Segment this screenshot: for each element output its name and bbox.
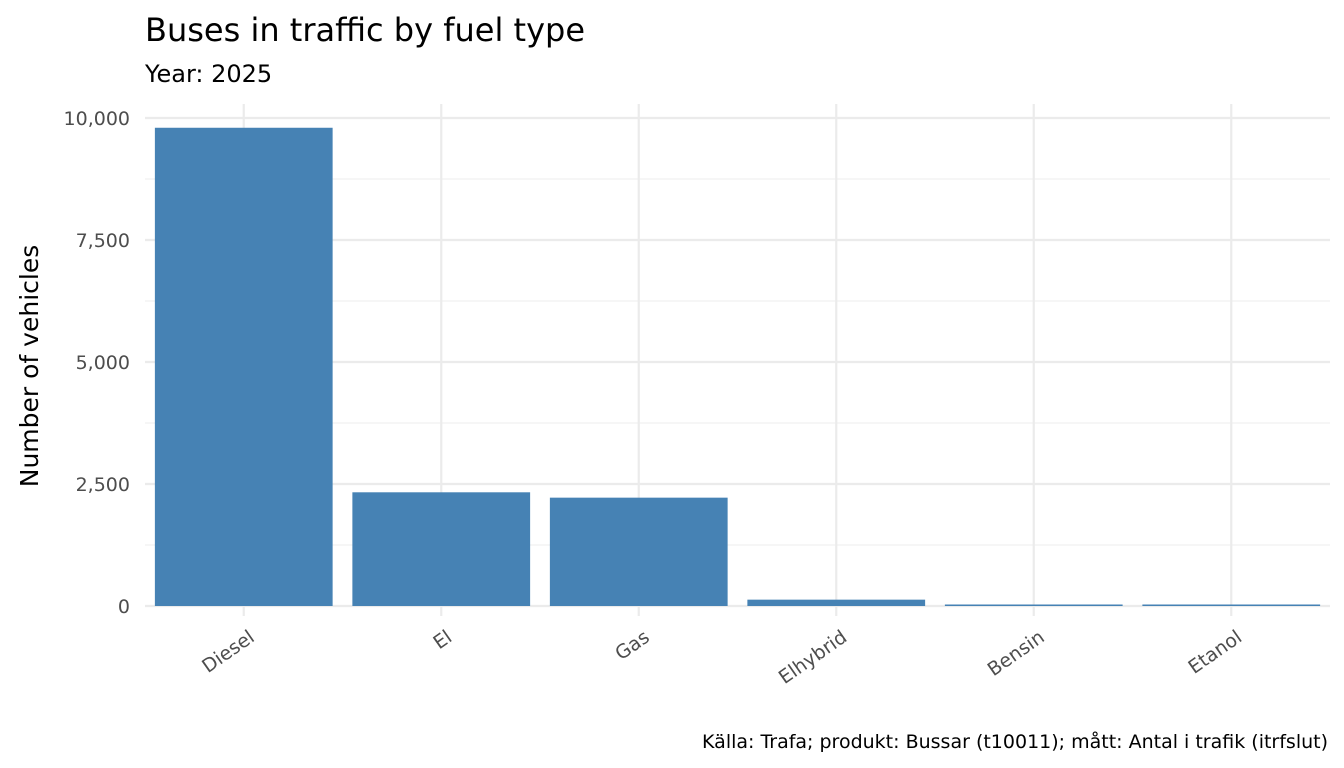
- gridlines: [145, 104, 1330, 616]
- bar-diesel: [154, 127, 333, 606]
- bar-gas: [549, 497, 728, 606]
- x-tick-label: El: [429, 626, 456, 654]
- x-tick-label: Diesel: [198, 626, 259, 678]
- chart-caption: Källa: Trafa; produkt: Bussar (t10011); …: [702, 730, 1328, 753]
- bar-el: [352, 492, 531, 606]
- x-tick-label: Gas: [611, 626, 653, 665]
- chart-subtitle: Year: 2025: [144, 60, 272, 88]
- x-tick-label: Elhybrid: [775, 626, 851, 689]
- y-tick-label: 10,000: [64, 108, 130, 130]
- chart-title: Buses in traffic by fuel type: [145, 11, 585, 49]
- bars: [154, 127, 1321, 606]
- y-axis-ticks: 0 2,500 5,000 7,500 10,000: [64, 108, 130, 618]
- y-tick-label: 5,000: [76, 352, 130, 374]
- x-tick-label: Bensin: [984, 626, 1049, 681]
- x-axis-ticks: Diesel El Gas Elhybrid Bensin Etanol: [198, 626, 1246, 689]
- bar-etanol: [1142, 604, 1321, 606]
- y-axis-label: Number of vehicles: [15, 245, 44, 487]
- y-tick-label: 2,500: [76, 474, 130, 496]
- x-tick-label: Etanol: [1184, 626, 1246, 678]
- y-tick-label: 7,500: [76, 230, 130, 252]
- bar-bensin: [944, 604, 1123, 606]
- y-tick-label: 0: [118, 596, 130, 618]
- bar-elhybrid: [747, 599, 926, 606]
